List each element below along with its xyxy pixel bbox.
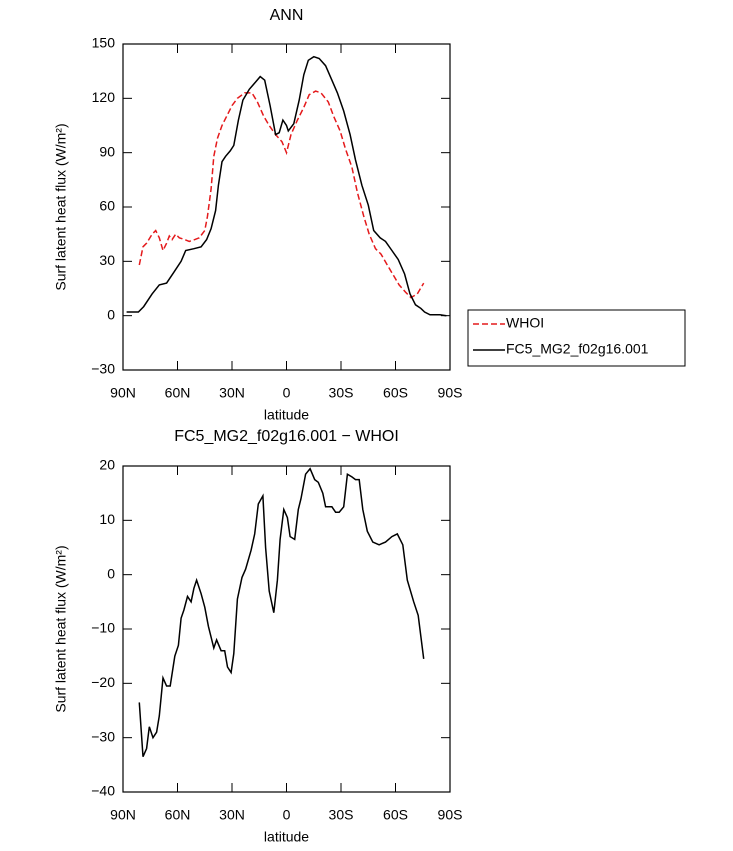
x-tick-label: 60N [165,807,191,823]
chart-title: FC5_MG2_f02g16.001 − WHOI [174,428,399,445]
legend-label: FC5_MG2_f02g16.001 [506,341,649,357]
x-tick-label: 30N [219,807,245,823]
x-tick-label: 0 [283,807,291,823]
x-tick-label: 90S [438,385,463,401]
y-tick-label: −30 [91,728,115,744]
x-tick-label: 30S [329,807,354,823]
x-tick-label: 60N [165,385,191,401]
x-axis-label: latitude [264,407,309,423]
x-tick-label: 90N [110,385,136,401]
y-tick-label: 20 [99,457,115,473]
x-tick-label: 60S [383,807,408,823]
x-tick-label: 0 [283,385,291,401]
data-line [138,467,425,758]
y-tick-label: 120 [92,89,116,105]
y-tick-label: −10 [91,620,115,636]
y-tick-label: −40 [91,783,115,799]
y-axis-label: Surf latent heat flux (W/m²) [53,545,69,712]
y-tick-label: 10 [99,511,115,527]
x-axis-label: latitude [264,829,309,845]
y-axis-label: Surf latent heat flux (W/m²) [53,123,69,290]
x-tick-label: 30N [219,385,245,401]
x-tick-label: 90N [110,807,136,823]
x-tick-label: 60S [383,385,408,401]
y-tick-label: −20 [91,674,115,690]
data-line [138,90,425,299]
x-tick-label: 30S [329,385,354,401]
y-tick-label: 0 [107,306,115,322]
y-tick-label: 90 [99,143,115,159]
chart-title: ANN [270,7,304,24]
y-tick-label: 60 [99,198,115,214]
plot-frame [122,43,451,371]
y-tick-label: 150 [92,35,116,51]
plot-frame [122,465,451,793]
y-tick-label: −30 [91,361,115,377]
data-line [126,55,447,317]
legend-box [467,309,686,367]
y-tick-label: 30 [99,252,115,268]
x-tick-label: 90S [438,807,463,823]
y-tick-label: 0 [107,565,115,581]
legend-label: WHOI [506,315,544,331]
